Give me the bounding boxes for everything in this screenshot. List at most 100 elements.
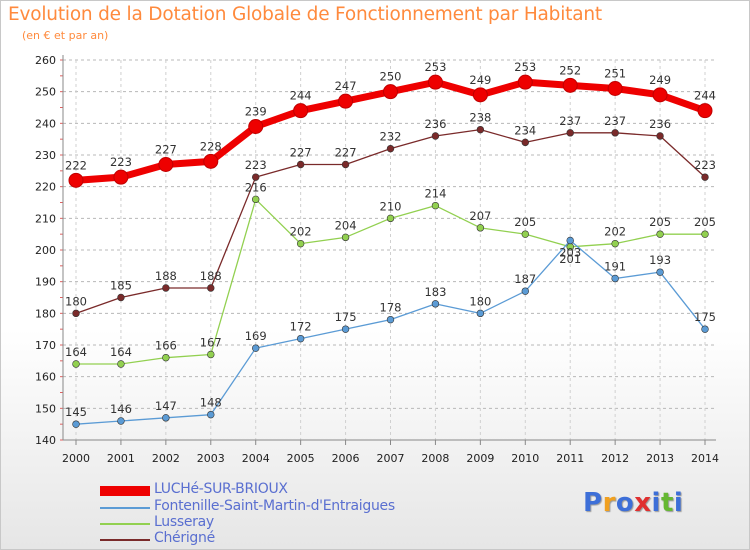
y-tick-labels: 140 150 160 170 180 190 200 210 220 230 240 250 260 xyxy=(35,54,56,447)
legend-swatch-cherigne xyxy=(100,539,150,541)
label-fontenille-2005: 172 xyxy=(290,320,312,334)
point-fontenille-2014 xyxy=(701,325,709,333)
point-lusseray-2005 xyxy=(296,239,305,248)
x-tick-2002: 2002 xyxy=(152,452,180,465)
label-luche-2000: 222 xyxy=(65,158,87,172)
point-luche-2007 xyxy=(383,84,398,100)
chart-title: Evolution de la Dotation Globale de Fonc… xyxy=(8,4,602,25)
point-lusseray-2012 xyxy=(611,239,619,248)
label-cherigne-2008: 236 xyxy=(424,117,446,131)
point-luche-2008 xyxy=(427,74,443,90)
y-tick-180: 180 xyxy=(35,307,56,320)
data-labels: 180 185 188 188 223 227 227 232 236 238 234 237 237 2… xyxy=(65,60,716,419)
point-luche-2014 xyxy=(697,103,713,119)
y-tick-240: 240 xyxy=(35,117,56,130)
label-luche-2013: 249 xyxy=(649,73,671,87)
label-lusseray-2000: 164 xyxy=(65,345,87,359)
label-fontenille-2009: 180 xyxy=(469,294,491,308)
label-lusseray-2007: 210 xyxy=(380,199,402,213)
label-lusseray-2014: 205 xyxy=(694,215,716,229)
point-lusseray-2010 xyxy=(521,230,529,238)
legend-swatch-lusseray xyxy=(100,523,150,525)
x-tick-2010: 2010 xyxy=(511,452,539,465)
label-cherigne-2006: 227 xyxy=(335,146,357,160)
point-cherigne-2013 xyxy=(656,132,664,140)
legend-label-cherigne: Chérigné xyxy=(154,530,215,546)
label-fontenille-2006: 175 xyxy=(335,310,357,324)
point-luche-2000 xyxy=(68,172,84,188)
proxiti-logo: Proxiti xyxy=(583,488,684,518)
x-tick-2008: 2008 xyxy=(421,452,449,465)
point-cherigne-2009 xyxy=(476,125,485,134)
label-luche-2004: 239 xyxy=(245,105,267,119)
point-luche-2010 xyxy=(517,74,533,90)
label-lusseray-2008: 214 xyxy=(424,187,446,201)
point-lusseray-2000 xyxy=(72,360,80,368)
label-cherigne-2009: 238 xyxy=(469,111,491,125)
label-fontenille-2012: 191 xyxy=(604,260,626,274)
x-tick-2011: 2011 xyxy=(556,452,584,465)
point-lusseray-2014 xyxy=(701,230,709,238)
point-cherigne-2000 xyxy=(72,309,80,318)
legend-label-luche: LUCHé-SUR-BRIOUX xyxy=(154,481,288,497)
point-lusseray-2008 xyxy=(431,201,440,210)
x-tick-2001: 2001 xyxy=(107,452,135,465)
point-fontenille-2011 xyxy=(566,236,574,245)
point-lusseray-2002 xyxy=(162,353,170,362)
series-lines xyxy=(68,74,713,428)
x-tick-2014: 2014 xyxy=(691,452,719,465)
label-luche-2012: 251 xyxy=(604,67,626,81)
label-fontenille-2008: 183 xyxy=(424,285,446,299)
label-fontenille-2013: 193 xyxy=(649,253,671,267)
label-lusseray-2001: 164 xyxy=(110,345,132,359)
label-luche-2011: 252 xyxy=(559,63,581,77)
x-tick-2006: 2006 xyxy=(332,452,360,465)
label-fontenille-2001: 146 xyxy=(110,402,132,416)
point-fontenille-2004 xyxy=(252,344,260,352)
point-luche-2004 xyxy=(248,119,264,134)
point-fontenille-2013 xyxy=(656,268,664,276)
point-fontenille-2009 xyxy=(476,309,485,318)
label-luche-2002: 227 xyxy=(155,143,177,157)
point-fontenille-2000 xyxy=(72,420,80,428)
point-cherigne-2005 xyxy=(296,160,305,169)
point-luche-2012 xyxy=(607,81,623,96)
point-cherigne-2007 xyxy=(386,144,395,153)
point-luche-2009 xyxy=(472,87,488,103)
point-cherigne-2001 xyxy=(117,293,125,302)
chart-subtitle: (en € et par an) xyxy=(22,29,109,42)
label-cherigne-2014: 223 xyxy=(694,158,716,172)
y-tick-260: 260 xyxy=(35,54,56,67)
label-fontenille-2003: 148 xyxy=(200,396,222,410)
label-lusseray-2012: 202 xyxy=(604,225,626,239)
point-cherigne-2008 xyxy=(431,132,440,140)
label-luche-2010: 253 xyxy=(514,60,536,74)
label-cherigne-2011: 237 xyxy=(559,114,581,128)
label-luche-2003: 228 xyxy=(200,139,222,153)
label-lusseray-2005: 202 xyxy=(290,225,312,239)
label-cherigne-2002: 188 xyxy=(155,269,177,283)
y-tick-250: 250 xyxy=(35,86,56,99)
label-cherigne-2010: 234 xyxy=(514,123,536,137)
label-cherigne-2004: 223 xyxy=(245,158,267,172)
x-tick-2013: 2013 xyxy=(646,452,674,465)
y-tick-200: 200 xyxy=(35,244,56,257)
label-fontenille-2014: 175 xyxy=(694,310,716,324)
label-luche-2014: 244 xyxy=(694,89,716,103)
y-tick-150: 150 xyxy=(35,402,56,415)
label-lusseray-2003: 167 xyxy=(200,336,222,350)
x-tick-2007: 2007 xyxy=(377,452,405,465)
label-lusseray-2010: 205 xyxy=(514,215,536,229)
point-luche-2001 xyxy=(113,169,129,185)
point-cherigne-2010 xyxy=(521,138,529,147)
point-fontenille-2012 xyxy=(611,274,619,283)
label-luche-2008: 253 xyxy=(424,60,446,74)
label-fontenille-2002: 147 xyxy=(155,399,177,413)
point-lusseray-2003 xyxy=(207,350,215,359)
x-tick-2003: 2003 xyxy=(197,452,225,465)
label-cherigne-2003: 188 xyxy=(200,269,222,283)
label-lusseray-2002: 166 xyxy=(155,339,177,353)
point-luche-2006 xyxy=(338,93,354,109)
label-cherigne-2001: 185 xyxy=(110,279,132,293)
